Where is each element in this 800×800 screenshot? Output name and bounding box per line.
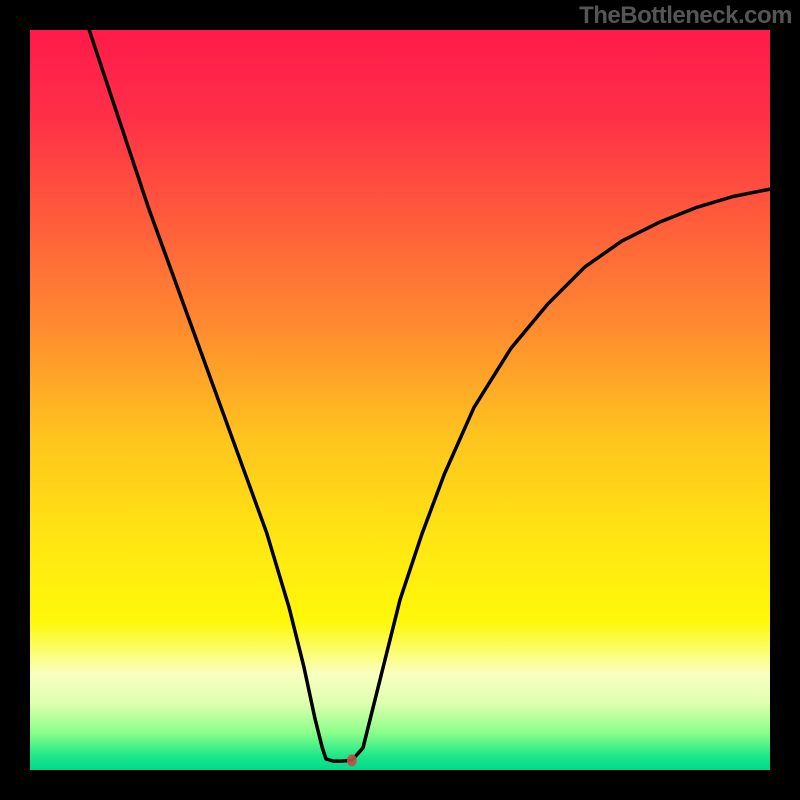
bottleneck-chart: [0, 0, 800, 800]
watermark-text: TheBottleneck.com: [579, 2, 792, 30]
plot-background: [30, 30, 770, 770]
optimal-point-marker: [347, 754, 357, 766]
chart-container: TheBottleneck.com: [0, 0, 800, 800]
